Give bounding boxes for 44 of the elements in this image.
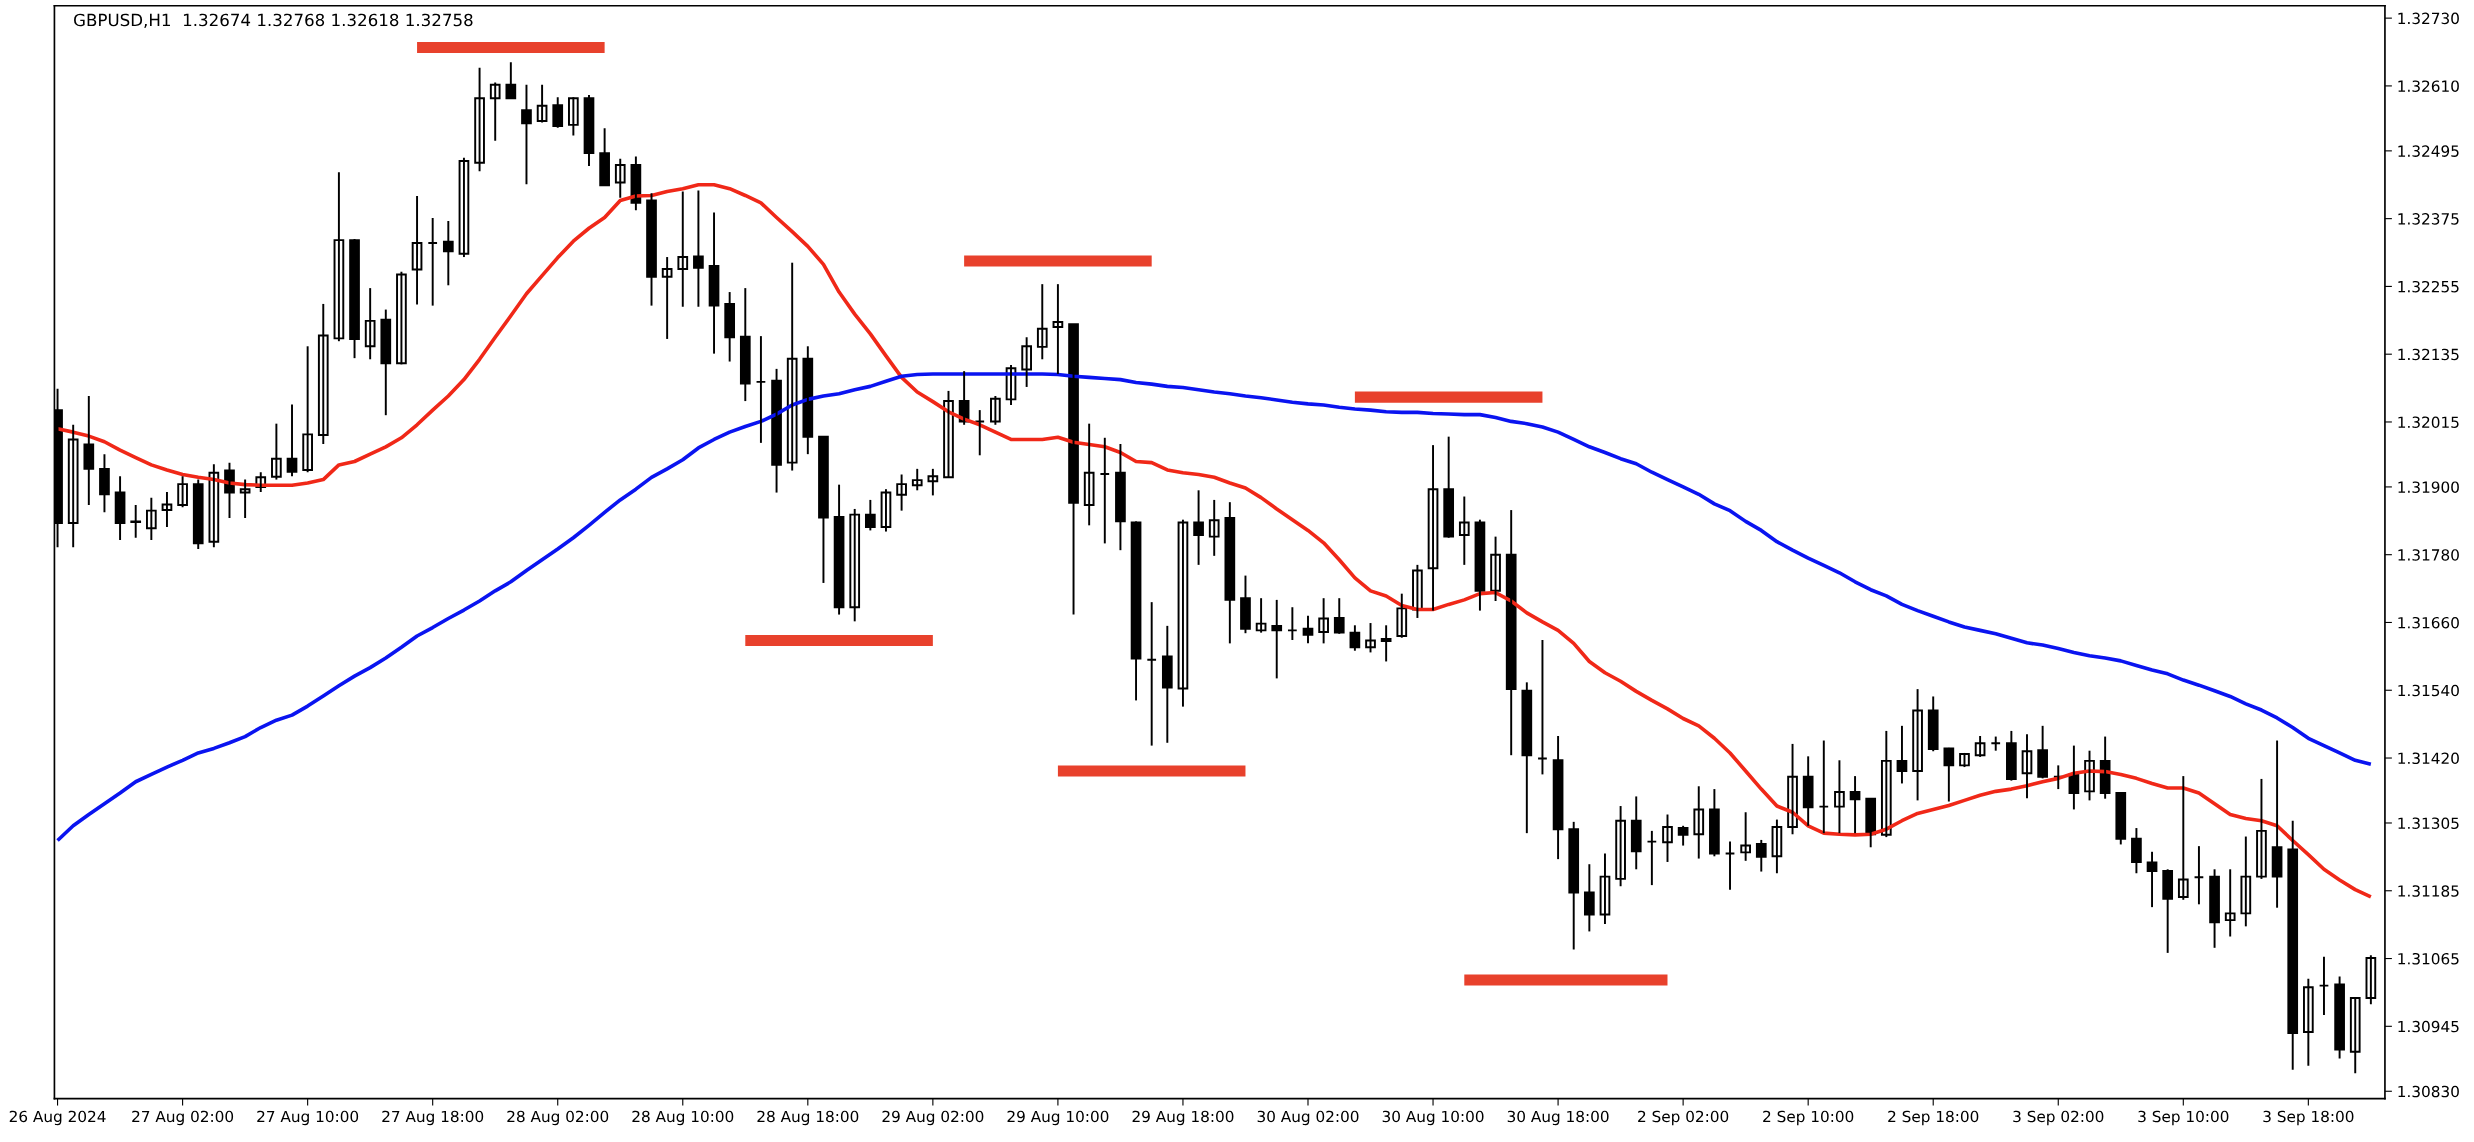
y-tick-label: 1.32015 bbox=[2398, 416, 2459, 428]
x-tick-label: 29 Aug 10:00 bbox=[1007, 1110, 1109, 1126]
chart-title: GBPUSD,H1 1.32674 1.32768 1.32618 1.32758 bbox=[74, 13, 473, 28]
y-tick-label: 1.31185 bbox=[2398, 885, 2459, 897]
line-series bbox=[55, 372, 2373, 843]
candlestick bbox=[1240, 574, 1251, 635]
x-tick-label: 27 Aug 10:00 bbox=[257, 1110, 359, 1126]
y-tick-label: 1.31660 bbox=[2398, 616, 2459, 629]
x-tick-label: 2 Sep 02:00 bbox=[1638, 1110, 1729, 1126]
candlestick bbox=[239, 478, 251, 519]
x-tick-label: 26 Aug 2024 bbox=[9, 1110, 106, 1126]
x-tick-label: 27 Aug 02:00 bbox=[132, 1110, 234, 1126]
y-tick-label: 1.32610 bbox=[2398, 80, 2459, 92]
x-tick-label: 2 Sep 10:00 bbox=[1763, 1110, 1854, 1126]
x-tick-label: 28 Aug 10:00 bbox=[632, 1110, 734, 1126]
y-tick-label: 1.32255 bbox=[2398, 280, 2459, 293]
y-tick-label: 1.30830 bbox=[2398, 1085, 2459, 1098]
y-tick-label: 1.31305 bbox=[2398, 817, 2459, 829]
x-tick-label: 29 Aug 02:00 bbox=[882, 1110, 984, 1126]
x-tick-label: 28 Aug 18:00 bbox=[757, 1110, 859, 1126]
candlestick bbox=[646, 192, 657, 307]
x-tick-label: 3 Sep 10:00 bbox=[2138, 1110, 2229, 1126]
y-tick-label: 1.30945 bbox=[2398, 1020, 2459, 1033]
x-tick-label: 3 Sep 02:00 bbox=[2013, 1110, 2104, 1126]
y-tick-label: 1.31065 bbox=[2398, 953, 2459, 965]
y-tick-label: 1.32495 bbox=[2398, 145, 2459, 157]
y-tick-label: 1.31900 bbox=[2398, 481, 2459, 493]
x-tick-label: 27 Aug 18:00 bbox=[382, 1110, 484, 1126]
x-tick-label: 30 Aug 02:00 bbox=[1257, 1110, 1359, 1126]
x-tick-label: 28 Aug 02:00 bbox=[507, 1110, 609, 1126]
x-tick-label: 2 Sep 18:00 bbox=[1888, 1110, 1979, 1126]
x-tick-label: 3 Sep 18:00 bbox=[2263, 1110, 2354, 1126]
y-tick-label: 1.31420 bbox=[2398, 752, 2459, 765]
y-tick-label: 1.32135 bbox=[2398, 348, 2459, 361]
x-tick-label: 30 Aug 18:00 bbox=[1507, 1110, 1609, 1126]
candlestick bbox=[2224, 868, 2236, 938]
candlestick bbox=[1662, 813, 1673, 863]
y-tick-label: 1.31780 bbox=[2398, 549, 2459, 561]
y-tick-label: 1.32375 bbox=[2398, 213, 2459, 225]
x-tick-label: 30 Aug 10:00 bbox=[1382, 1110, 1484, 1126]
y-tick-label: 1.32730 bbox=[2398, 12, 2459, 25]
candlestick bbox=[130, 504, 142, 539]
y-tick-label: 1.31540 bbox=[2398, 684, 2459, 697]
x-tick-label: 29 Aug 18:00 bbox=[1132, 1110, 1234, 1126]
